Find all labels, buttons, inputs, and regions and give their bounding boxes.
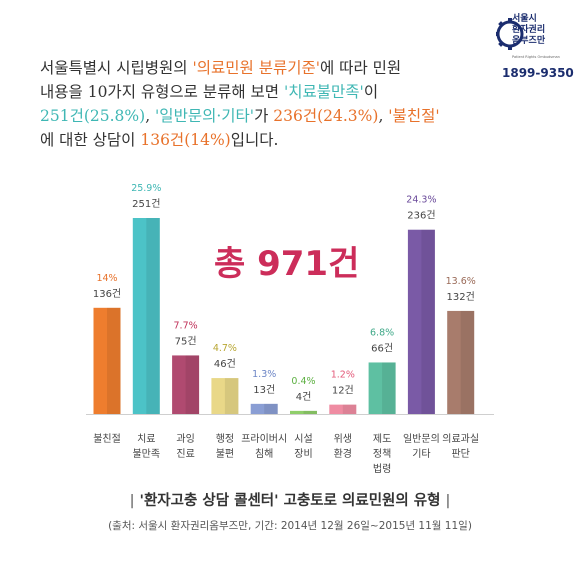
bar-shade bbox=[382, 362, 396, 414]
intro-highlight: '치료불만족' bbox=[284, 83, 364, 101]
bar bbox=[132, 218, 160, 414]
chart-title: 총 971건 bbox=[214, 244, 360, 284]
logo-line-3: 옴부즈만 bbox=[512, 36, 546, 46]
count-label: 75건 bbox=[175, 335, 197, 347]
intro-paragraph: 서울특별시 시립병원의 '의료민원 분류기준'에 따라 민원 내용을 10가지 … bbox=[40, 56, 480, 152]
logo-line-2: 환자권리 bbox=[512, 25, 546, 35]
category-label: 과잉 bbox=[176, 433, 194, 445]
intro-text: 에 따라 민원 bbox=[320, 59, 402, 77]
bar-shade bbox=[303, 410, 317, 414]
bar bbox=[407, 229, 435, 414]
bar bbox=[250, 403, 278, 414]
gear-icon bbox=[496, 18, 524, 50]
intro-text: , bbox=[145, 107, 156, 125]
count-label: 13건 bbox=[253, 384, 275, 396]
count-label: 66건 bbox=[371, 342, 393, 354]
count-label: 46건 bbox=[214, 358, 236, 370]
bar bbox=[368, 362, 396, 414]
category-label: 시설 bbox=[294, 433, 312, 445]
percent-label: 7.7% bbox=[174, 320, 198, 331]
intro-text: 에 대한 상담이 bbox=[40, 131, 141, 149]
count-label: 236건 bbox=[407, 210, 435, 222]
category-label: 장비 bbox=[294, 448, 312, 460]
percent-label: 13.6% bbox=[446, 276, 476, 287]
bar bbox=[172, 355, 200, 414]
intro-text: 가 bbox=[254, 107, 274, 125]
intro-line-1: 서울특별시 시립병원의 '의료민원 분류기준'에 따라 민원 bbox=[40, 56, 480, 80]
intro-highlight: 136건(14%) bbox=[140, 131, 231, 149]
category-label: 불만족 bbox=[132, 448, 160, 460]
category-label: 제도 bbox=[373, 433, 391, 445]
category-label: 치료 bbox=[137, 433, 155, 445]
category-label: 불친절 bbox=[93, 432, 121, 445]
chart-caption: | '환자고충 상담 콜센터' 고충토로 의료민원의 유형 | bbox=[0, 489, 580, 510]
percent-label: 1.2% bbox=[331, 370, 355, 381]
count-label: 251건 bbox=[132, 198, 160, 210]
intro-text: 내용을 10가지 유형으로 분류해 보면 bbox=[40, 83, 284, 101]
bar bbox=[211, 378, 239, 414]
category-label: 정책 bbox=[373, 448, 391, 460]
caption-separator: | bbox=[445, 493, 451, 509]
intro-highlight: '일반문의·기타' bbox=[155, 107, 255, 125]
percent-label: 25.9% bbox=[131, 183, 161, 194]
percent-label: 14% bbox=[96, 273, 117, 284]
intro-line-3: 251건(25.8%), '일반문의·기타'가 236건(24.3%), '불친… bbox=[40, 104, 480, 128]
intro-highlight: 251건(25.8%) bbox=[40, 107, 146, 125]
bar bbox=[93, 307, 121, 414]
intro-line-2: 내용을 10가지 유형으로 분류해 보면 '치료불만족'이 bbox=[40, 80, 480, 104]
logo-line-1: 서울시 bbox=[512, 14, 537, 24]
intro-highlight: '의료민원 분류기준' bbox=[192, 59, 320, 77]
logo-phone: 1899-9350 bbox=[502, 66, 574, 80]
bar bbox=[290, 410, 317, 414]
ombudsman-logo: 서울시 환자권리 옴부즈만 Patient Rights Ombudsman 1… bbox=[496, 12, 574, 84]
category-label: 법령 bbox=[373, 463, 391, 475]
bar-shade bbox=[460, 310, 475, 414]
percent-label: 4.7% bbox=[213, 343, 237, 354]
category-label: 환경 bbox=[334, 447, 352, 460]
caption-separator: | bbox=[129, 493, 135, 509]
intro-text: 이 bbox=[363, 83, 379, 101]
category-label: 판단 bbox=[451, 448, 469, 460]
percent-label: 0.4% bbox=[291, 376, 315, 387]
category-label: 기타 bbox=[412, 448, 430, 460]
category-label: 위생 bbox=[334, 432, 352, 445]
intro-text: , bbox=[378, 107, 389, 125]
bar-shade bbox=[224, 378, 239, 414]
intro-text: 입니다. bbox=[230, 131, 279, 149]
bar bbox=[447, 310, 475, 414]
bar-shade bbox=[107, 307, 121, 414]
percent-label: 6.8% bbox=[370, 327, 394, 338]
intro-highlight: '불친절' bbox=[388, 107, 440, 125]
percent-label: 1.3% bbox=[252, 369, 276, 380]
count-label: 4건 bbox=[296, 391, 312, 403]
category-label: 진료 bbox=[176, 448, 194, 460]
category-label: 불편 bbox=[216, 448, 234, 460]
intro-text: 서울특별시 시립병원의 bbox=[40, 59, 193, 77]
count-label: 136건 bbox=[93, 288, 121, 300]
bar-shade bbox=[264, 403, 278, 414]
category-label: 일반문의 bbox=[403, 433, 440, 445]
category-label: 침해 bbox=[255, 447, 273, 460]
category-label: 의료과실 bbox=[442, 433, 479, 445]
intro-line-4: 에 대한 상담이 136건(14%)입니다. bbox=[40, 128, 480, 152]
percent-label: 24.3% bbox=[406, 195, 436, 206]
category-label: 프라이버시 bbox=[241, 433, 287, 445]
intro-highlight: 236건(24.3%) bbox=[273, 107, 379, 125]
bar-shade bbox=[421, 229, 435, 414]
category-label: 행정 bbox=[216, 433, 234, 445]
bar-shade bbox=[146, 218, 160, 414]
caption-text: '환자고충 상담 콜센터' 고충토로 의료민원의 유형 bbox=[139, 493, 441, 509]
count-label: 132건 bbox=[447, 291, 475, 303]
bar-shade bbox=[342, 404, 357, 414]
source-note: (출처: 서울시 환자권리옴부즈만, 기간: 2014년 12월 26일~201… bbox=[108, 520, 472, 532]
bar bbox=[329, 404, 357, 414]
bar-shade bbox=[185, 355, 200, 414]
logo-subtitle: Patient Rights Ombudsman bbox=[512, 55, 560, 59]
count-label: 12건 bbox=[332, 385, 354, 397]
